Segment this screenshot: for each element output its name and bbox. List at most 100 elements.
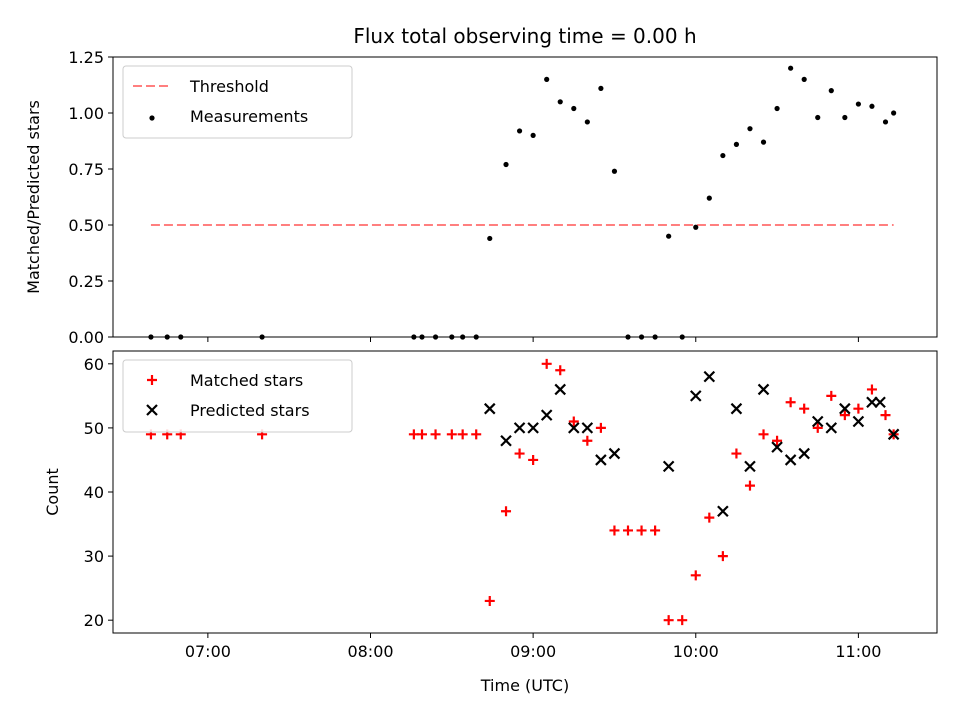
bottom-legend-label: Matched stars <box>190 371 303 390</box>
bottom-matched-point <box>457 429 468 440</box>
top-data-point <box>598 85 604 91</box>
bottom-matched-point <box>812 422 823 433</box>
bottom-x-tick-label: 10:00 <box>673 642 719 661</box>
top-data-point <box>760 139 767 145</box>
top-data-point <box>544 76 550 82</box>
bottom-y-tick-label: 20 <box>84 611 104 630</box>
bottom-legend-predicted-swatch <box>146 404 158 416</box>
bottom-matched-point <box>595 422 606 433</box>
bottom-panel: 20 30 40 50 60 07:00 08:00 09:00 10:00 11:00 Match… <box>84 350 938 661</box>
bottom-y-tick-label: 30 <box>84 547 104 566</box>
bottom-predicted-point <box>811 415 824 428</box>
bottom-predicted-point <box>527 422 539 434</box>
top-data-point <box>788 65 794 71</box>
bottom-matched-point <box>623 525 633 536</box>
bottom-matched-point <box>785 397 796 408</box>
top-data-point <box>706 195 712 201</box>
bottom-matched-point <box>663 615 674 626</box>
bottom-matched-point <box>704 512 715 523</box>
bottom-predicted-point <box>757 383 770 396</box>
top-data-point <box>855 101 861 107</box>
bottom-predicted-point <box>730 402 743 415</box>
bottom-predicted-point <box>771 441 783 453</box>
top-data-point <box>828 88 834 94</box>
top-data-point <box>503 161 509 168</box>
bottom-predicted-point <box>540 409 553 421</box>
top-y-tick-label: 0.00 <box>68 328 104 347</box>
top-data-point <box>666 233 672 239</box>
bottom-y-tick-label: 50 <box>84 419 104 438</box>
bottom-predicted-point <box>608 447 621 460</box>
bottom-legend-matched-swatch <box>147 375 157 385</box>
bottom-x-tick-label: 07:00 <box>185 642 231 661</box>
bottom-x-tick-label: 11:00 <box>835 642 881 661</box>
bottom-predicted-point <box>513 422 526 434</box>
top-data-point <box>557 99 563 105</box>
bottom-matched-point <box>484 595 495 606</box>
top-y-tick-label: 0.25 <box>68 272 104 291</box>
bottom-predicted-point <box>839 402 851 415</box>
top-data-point <box>516 128 523 134</box>
bottom-legend: Matched stars Predicted stars <box>122 359 353 433</box>
bottom-matched-point <box>758 429 769 440</box>
bottom-matched-point <box>417 429 427 440</box>
top-data-point <box>584 119 590 125</box>
bottom-predicted-point <box>887 428 900 441</box>
bottom-predicted-point <box>595 454 607 466</box>
top-axes-frame <box>112 56 938 338</box>
bottom-predicted-point <box>874 396 886 409</box>
top-data-point <box>842 114 848 121</box>
bottom-matched-point <box>677 615 688 626</box>
top-data-point <box>487 235 493 242</box>
bottom-matched-point <box>636 525 647 536</box>
top-legend-box <box>122 65 353 139</box>
bottom-matched-point <box>772 435 783 446</box>
bottom-predicted-point <box>825 422 838 434</box>
top-legend-label: Measurements <box>190 107 308 126</box>
bottom-matched-point <box>582 435 593 446</box>
top-y-axis-label: Matched/Predicted stars <box>24 100 43 294</box>
top-data-point <box>815 114 821 121</box>
bottom-predicted-point <box>581 422 594 434</box>
bottom-matched-point <box>430 429 441 440</box>
top-data-point <box>530 132 536 138</box>
top-data-point <box>720 152 726 159</box>
bottom-y-tick-label: 60 <box>84 355 104 374</box>
top-data-point <box>733 141 740 147</box>
bottom-matched-point <box>866 384 877 395</box>
bottom-matched-point <box>501 506 512 517</box>
top-data-point <box>801 76 807 82</box>
bottom-matched-point <box>555 365 566 376</box>
top-data-point <box>774 105 780 112</box>
bottom-matched-point <box>853 403 864 414</box>
bottom-predicted-point <box>798 447 810 460</box>
bottom-matched-point <box>826 390 837 401</box>
top-legend-measurements-swatch <box>149 115 155 121</box>
bottom-y-axis-label: Count <box>43 468 62 516</box>
top-y-tick-label: 1.25 <box>68 48 104 67</box>
bottom-legend-label: Predicted stars <box>190 401 310 420</box>
bottom-matched-point <box>690 570 701 581</box>
bottom-matched-point <box>744 480 755 491</box>
bottom-predicted-point <box>744 460 756 473</box>
bottom-predicted-point <box>689 390 702 402</box>
bottom-predicted-point <box>500 434 512 447</box>
top-y-tick-label: 0.75 <box>68 160 104 179</box>
top-data-point <box>882 119 889 125</box>
bottom-predicted-point <box>852 415 865 428</box>
bottom-matched-point <box>799 403 810 414</box>
top-data-point <box>747 126 753 132</box>
bottom-predicted-point <box>717 505 729 518</box>
bottom-x-tick-label: 08:00 <box>347 642 393 661</box>
bottom-matched-point <box>650 525 661 536</box>
bottom-matched-point <box>568 416 579 427</box>
bottom-matched-point <box>717 551 728 562</box>
top-chart-title: Flux total observing time = 0.00 h <box>353 24 696 48</box>
bottom-matched-point <box>731 448 742 459</box>
top-data-point <box>693 224 699 230</box>
bottom-legend-box <box>122 359 353 433</box>
bottom-predicted-point <box>703 370 716 383</box>
bottom-predicted-point <box>554 383 567 396</box>
bottom-matched-point <box>446 429 457 440</box>
bottom-predicted-point <box>568 422 580 434</box>
